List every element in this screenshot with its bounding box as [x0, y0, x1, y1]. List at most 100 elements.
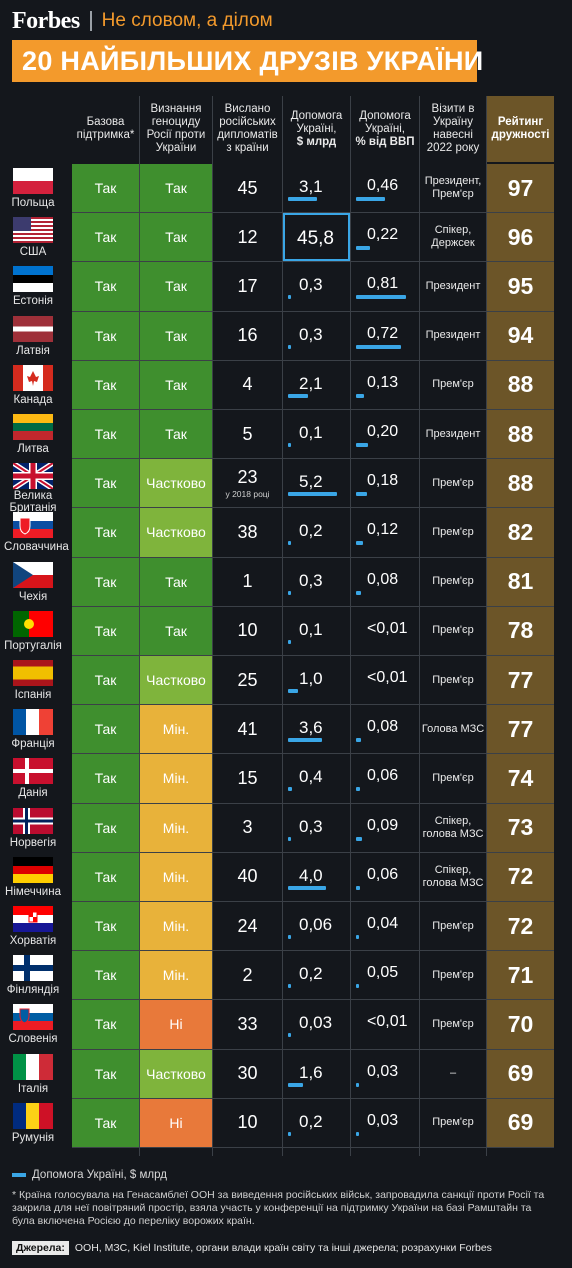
country-name: Литва — [17, 443, 49, 455]
page-title: 20 НАЙБІЛЬШИХ ДРУЗІВ УКРАЇНИ — [22, 45, 484, 76]
gdp-cell: 0,05 — [351, 951, 419, 999]
aid-bar — [288, 541, 291, 546]
support-cell: Так — [72, 754, 139, 803]
aid-value: 0,2 — [299, 521, 323, 541]
aid-bar — [288, 836, 291, 841]
diplomats-cell: 12 — [213, 213, 282, 261]
aid-cell: 0,3 — [283, 312, 350, 360]
aid-cell: 0,1 — [283, 607, 350, 655]
support-cell: Так — [72, 606, 139, 655]
support-cell: Так — [72, 1098, 139, 1147]
gdp-cell: 0,13 — [351, 361, 419, 409]
aid-value: 3,6 — [299, 718, 323, 738]
gdp-value: <0,01 — [367, 619, 408, 637]
country-name: Словаччина — [4, 541, 69, 554]
visits-cell: Спікер, Держсек — [431, 224, 475, 250]
country-cell: Словаччина — [4, 512, 69, 554]
row-divider — [72, 1097, 554, 1099]
row-divider — [72, 507, 554, 509]
header-visits: Візити в Україну навесні 2022 року — [426, 103, 480, 154]
table-row: Естонія Так Так 17 0,3 0,81 Президент 95 — [0, 262, 572, 311]
row-divider — [72, 950, 554, 952]
header-aid-unit: $ млрд — [296, 135, 337, 148]
aid-cell: 0,2 — [283, 1099, 350, 1147]
croatia-flag — [13, 906, 53, 932]
estonia-flag — [13, 266, 53, 293]
finland-flag — [13, 955, 53, 982]
gdp-cell: 0,18 — [351, 459, 419, 507]
czech-flag — [13, 561, 53, 588]
rating-cell: 88 — [487, 459, 554, 508]
aid-value: 4,0 — [299, 865, 323, 885]
support-cell: Так — [72, 360, 139, 409]
row-divider — [72, 704, 554, 706]
header-genocide: Визнання геноциду Росії проти України — [146, 103, 206, 154]
aid-value: 0,2 — [299, 1111, 323, 1131]
row-divider — [72, 458, 554, 460]
genocide-cell: Так — [140, 606, 212, 655]
gdp-cell: 0,03 — [351, 1050, 419, 1098]
latvia-flag — [13, 315, 53, 342]
diplomats-value: 41 — [237, 718, 258, 739]
aid-cell: 2,1 — [283, 361, 350, 409]
genocide-cell: Так — [140, 262, 212, 311]
visits-cell: Прем'єр — [432, 1017, 474, 1030]
gdp-bar — [356, 836, 362, 841]
table-row: США Так Так 12 45,8 0,22 Спікер, Держсек 96 — [0, 213, 572, 262]
aid-bar — [288, 639, 291, 644]
aid-cell: 0,3 — [283, 558, 350, 606]
rating-cell: 81 — [487, 557, 554, 606]
aid-bar — [288, 1082, 304, 1087]
genocide-cell: Мін. — [140, 852, 212, 901]
country-name: Фінляндія — [6, 984, 60, 997]
aid-cell: 4,0 — [283, 853, 350, 901]
lithuania-flag — [13, 414, 53, 440]
genocide-cell: Так — [140, 410, 212, 459]
country-cell: Хорватія — [4, 906, 62, 947]
row-divider — [72, 1048, 554, 1050]
gdp-value: <0,01 — [367, 669, 408, 686]
canada-flag — [13, 364, 53, 391]
diplomats-cell: 30 — [213, 1050, 282, 1098]
poland-flag — [13, 168, 53, 194]
gdp-bar — [356, 787, 360, 792]
brand-logo: Forbes — [12, 7, 80, 34]
table-row: Румунія Так Ні 10 0,2 0,03 Прем'єр 69 — [0, 1098, 572, 1147]
row-divider — [72, 261, 554, 263]
rating-cell: 77 — [487, 656, 554, 705]
table-row: Франція Так Мін. 41 3,6 0,08 Голова МЗС 77 — [0, 705, 572, 754]
genocide-cell: Частково — [140, 656, 212, 705]
aid-cell: 0,06 — [283, 902, 350, 950]
support-cell: Так — [72, 902, 139, 951]
gdp-cell: 0,04 — [351, 902, 419, 950]
visits-cell: Президент — [425, 329, 481, 342]
gdp-bar — [356, 1131, 359, 1136]
rating-cell: 72 — [487, 852, 554, 901]
row-divider — [72, 802, 554, 804]
aid-cell: 0,3 — [283, 804, 350, 852]
visits-cell: Президент, Прем'єр — [424, 175, 482, 201]
gdp-bar — [356, 197, 385, 201]
diplomats-value: 40 — [237, 866, 258, 887]
legend-bar-swatch — [12, 1173, 26, 1177]
genocide-cell: Так — [140, 311, 212, 360]
genocide-cell: Так — [140, 360, 212, 409]
country-cell: Норвегія — [4, 807, 62, 849]
header-gdp: Допомога Україні, % від ВВП — [351, 96, 419, 162]
support-cell: Так — [72, 951, 139, 1000]
visits-cell: Спікер, голова МЗС — [422, 863, 484, 889]
diplomats-cell: 4 — [213, 361, 282, 409]
aid-cell: 0,2 — [283, 508, 350, 556]
slogan: Не словом, а ділом — [101, 10, 273, 31]
country-name: Португалія — [4, 639, 62, 652]
gdp-cell: 0,12 — [351, 508, 419, 556]
row-divider — [72, 851, 554, 853]
norway-flag — [13, 807, 53, 834]
diplomats-cell: 23 у 2018 році — [213, 459, 282, 507]
aid-value: 5,2 — [299, 472, 323, 492]
gdp-value: <0,01 — [367, 1013, 408, 1031]
diplomats-value: 3 — [242, 817, 253, 838]
row-divider — [72, 901, 554, 902]
country-cell: Словенія — [4, 1004, 62, 1045]
gdp-cell: 0,06 — [351, 754, 419, 802]
